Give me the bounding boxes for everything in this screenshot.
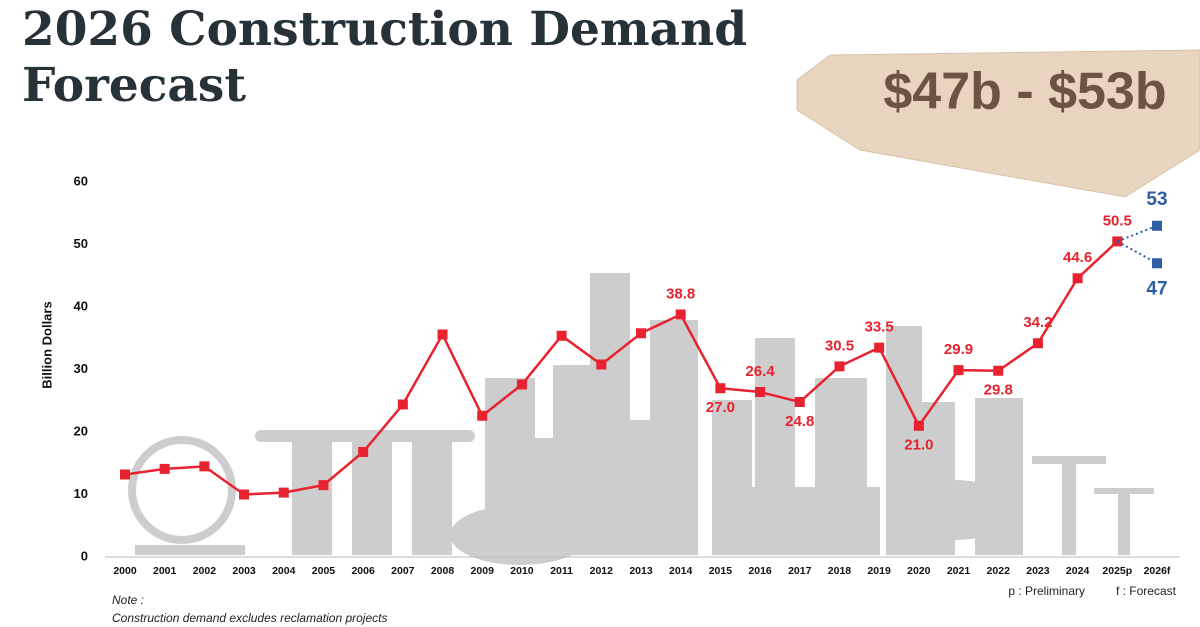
value-label: 29.8 [984,382,1013,399]
x-tick-label: 2006 [351,565,375,577]
x-tick-label: 2011 [550,565,573,577]
legend-preliminary: p : Preliminary [1008,584,1085,598]
y-tick-label: 0 [81,548,88,563]
value-label: 44.6 [1063,249,1092,266]
data-point [397,399,408,410]
data-point [239,489,250,500]
x-tick-label: 2010 [510,565,534,577]
data-point [358,447,369,457]
badge-shape [796,49,1200,198]
x-tick-label: 2014 [669,565,693,577]
x-tick-label: 2005 [312,565,336,577]
data-point [675,309,686,320]
x-tick-label: 2002 [193,565,217,577]
y-tick-label: 40 [74,298,88,313]
data-point [318,480,329,491]
x-tick-label: 2003 [232,565,256,577]
data-point [596,359,607,370]
value-label: 26.4 [745,363,775,380]
value-label: 30.5 [825,337,854,354]
data-point [913,420,924,431]
y-tick-label: 60 [74,173,88,188]
value-label: 34.2 [1023,314,1052,331]
note: Construction demand excludes reclamation… [112,611,387,625]
value-label: 38.8 [666,285,695,302]
x-tick-label: 2013 [629,565,653,577]
badge: $47b - $53b [883,63,1166,121]
skyline [128,273,1154,565]
data-point [437,329,448,340]
x-tick-label: 2007 [391,565,415,577]
x-tick-label: 2004 [272,565,296,577]
data-point [120,469,130,480]
x-tick-label: 2021 [947,565,971,577]
value-label: 24.8 [785,413,814,430]
forecast-line [1116,224,1158,243]
x-tick-label: 2018 [828,565,852,577]
x-tick-label: 2026f [1144,565,1171,577]
data-point [993,365,1004,376]
data-point [874,342,885,353]
value-label: 50.5 [1103,212,1132,229]
x-tick-label: 2008 [431,565,455,577]
x-tick-label: 2017 [788,565,812,577]
data-point [477,410,488,421]
x-tick-label: 2023 [1026,565,1050,577]
data-point [556,330,567,341]
data-point [1032,338,1043,349]
note-title: Note : [112,593,144,607]
x-tick-label: 2001 [153,565,177,577]
forecast-point [1152,258,1162,269]
x-tick-label: 2000 [113,565,137,577]
value-label: 33.5 [865,319,894,336]
x-tick-label: 2016 [748,565,772,577]
data-point [199,461,210,472]
y-axis-label: Billion Dollars [39,301,54,388]
x-tick-label: 2009 [471,565,495,577]
y-tick-label: 20 [74,423,88,438]
legend-forecast: f : Forecast [1116,584,1177,598]
x-tick-label: 2025p [1102,565,1132,577]
data-point [755,387,766,397]
data-point [715,383,726,394]
x-tick-label: 2020 [907,565,931,577]
x-tick-label: 2022 [987,565,1011,577]
x-tick-label: 2024 [1066,565,1090,577]
x-tick-label: 2015 [709,565,733,577]
forecast-point [1152,220,1162,231]
forecast-label: 47 [1146,278,1167,299]
y-tick-label: 10 [74,486,88,501]
data-point [834,361,845,372]
value-label: 21.0 [904,437,933,454]
data-point [159,463,170,474]
data-point [278,487,289,498]
forecast-line [1116,240,1158,265]
data-point [1072,273,1083,284]
y-tick-label: 30 [74,361,88,376]
y-tick-label: 50 [74,236,88,251]
value-label: 27.0 [706,399,735,416]
forecast-label: 53 [1146,189,1167,210]
data-point [636,328,646,339]
data-point [794,397,805,407]
data-point [516,379,527,390]
x-tick-label: 2019 [867,565,891,577]
x-tick-label: 2012 [590,565,614,577]
chart-title: 2026 Construction Demand Forecast [22,2,748,113]
data-point [953,365,964,376]
value-label: 29.9 [944,341,973,358]
data-line [124,240,1119,496]
